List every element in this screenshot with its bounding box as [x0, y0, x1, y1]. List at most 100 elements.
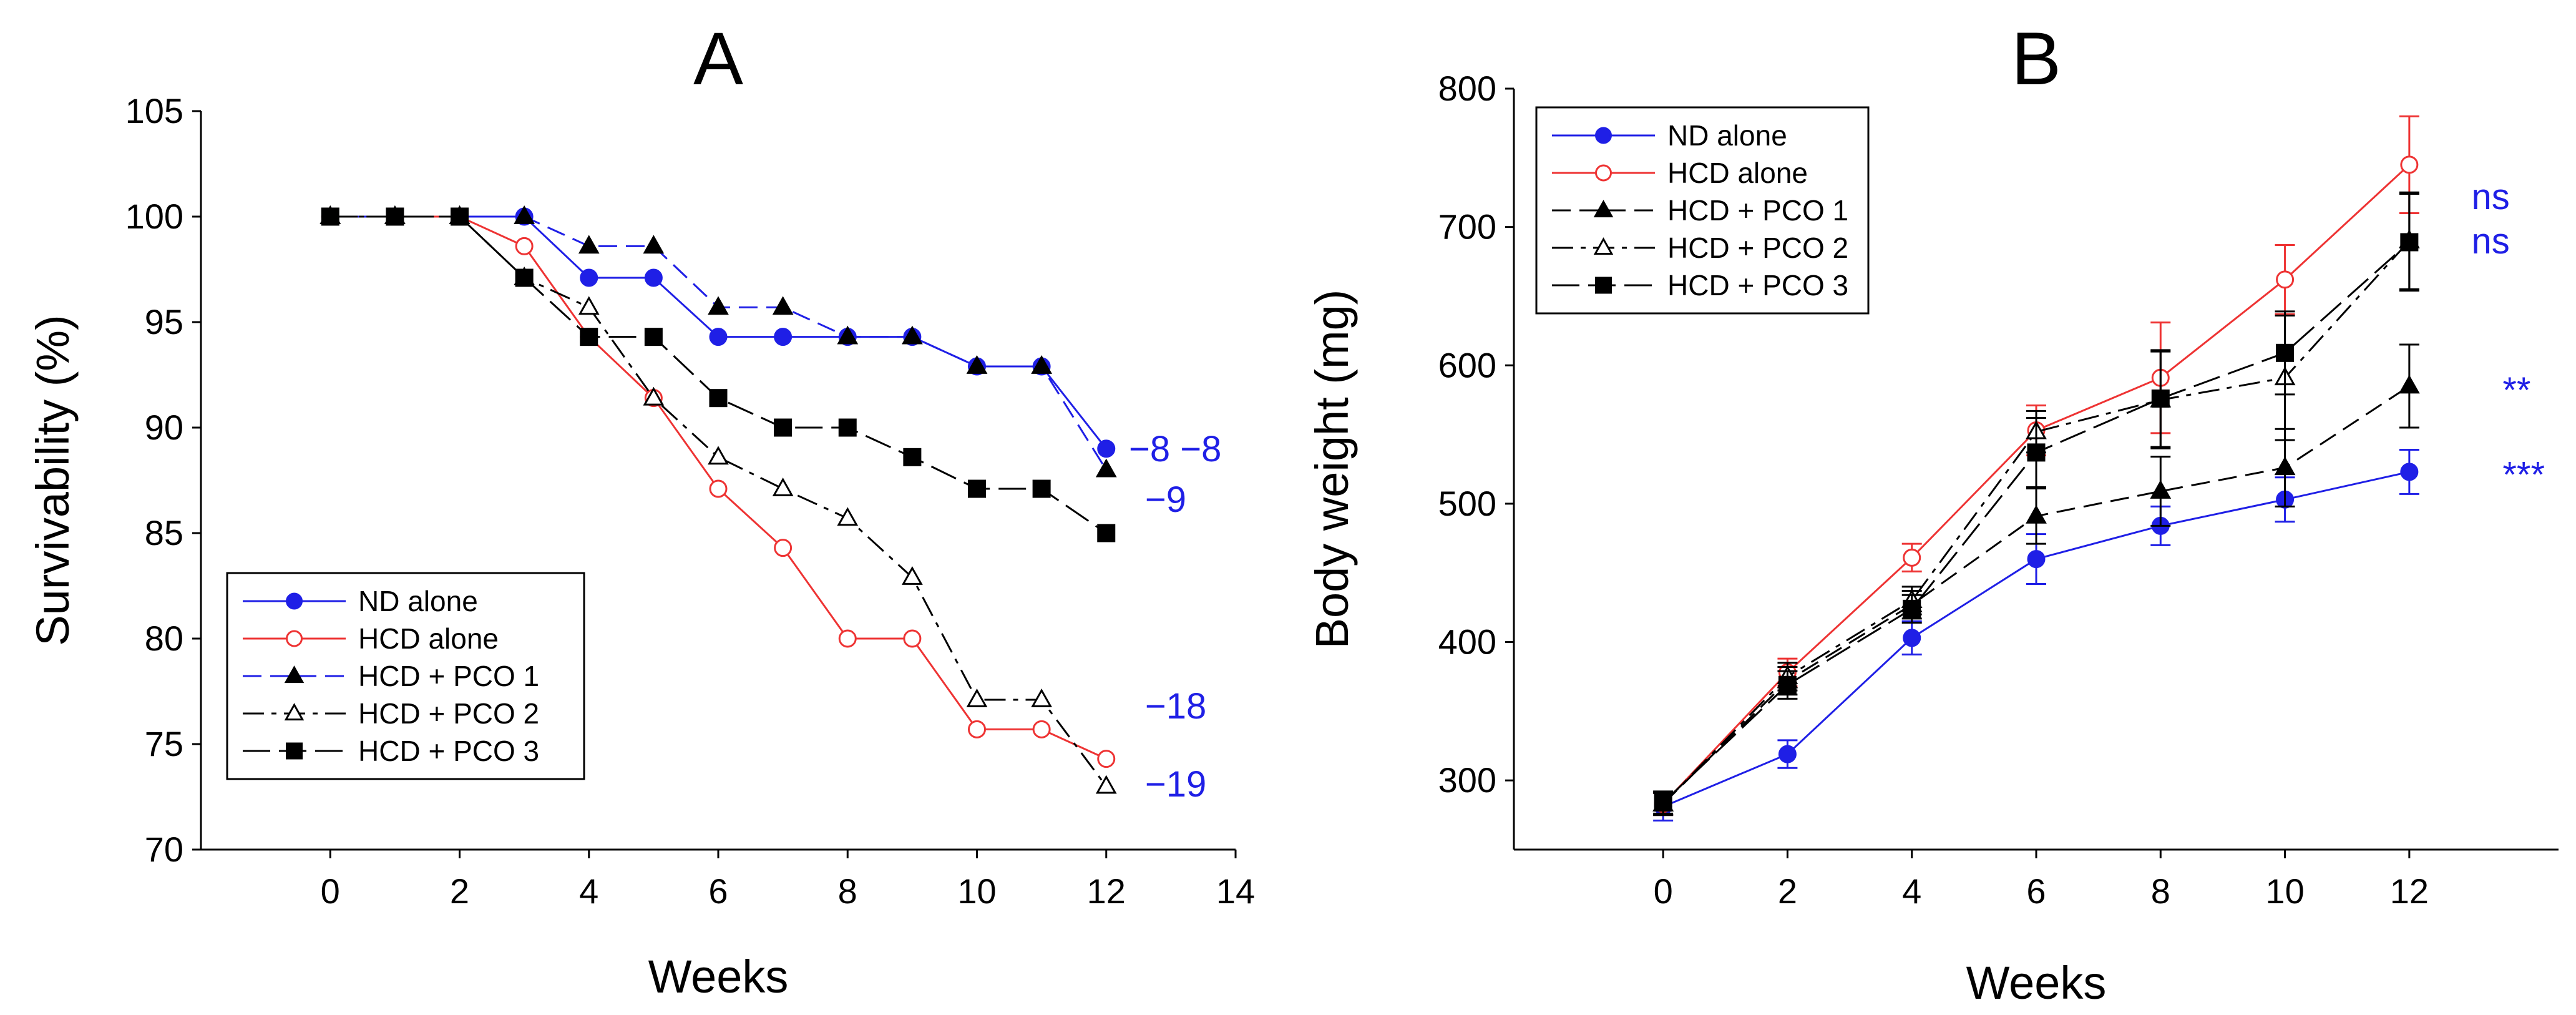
panel-b-data-point [2026, 504, 2047, 524]
panel-b-data-point [2274, 456, 2296, 476]
panel-a-x-tick-label: 4 [579, 871, 598, 911]
panel-b-y-tick-label: 500 [1438, 484, 1496, 523]
panel-a-data-point [1097, 750, 1116, 768]
panel-a-legend-marker [284, 703, 305, 721]
panel-a-data-point [578, 235, 600, 254]
panel-a-y-tick-label: 90 [145, 408, 183, 447]
panel-a-data-point [1097, 524, 1116, 542]
panel-a-data-point [451, 207, 469, 226]
panel-b-data-point [1778, 675, 1797, 694]
panel-a-annotation: −19 [1145, 764, 1206, 805]
panel-b-x-tick-label: 2 [1778, 871, 1797, 911]
panel-a-data-point [1031, 355, 1052, 374]
panel-a-data-point [321, 207, 339, 226]
panel-a-legend-label: HCD alone [358, 622, 499, 655]
panel-b-annotation: ns [2472, 221, 2510, 262]
panel-a-data-point [968, 479, 986, 498]
panel-b-data-point [2398, 375, 2420, 394]
panel-a-y-axis-title: Survivability (%) [27, 315, 79, 645]
panel-b-y-tick-label: 600 [1438, 345, 1496, 385]
panel-a-data-point [580, 328, 598, 346]
panel-b-y-tick-label: 800 [1438, 69, 1496, 108]
panel-b-x-tick-label: 6 [2026, 871, 2046, 911]
panel-a-y-tick-label: 75 [145, 724, 183, 763]
panel-a-data-point [1095, 458, 1117, 478]
panel-b-x-axis-title: Weeks [1966, 957, 2107, 1009]
panel-a-data-point [774, 539, 793, 557]
panel-a-data-point [708, 446, 729, 465]
panel-b-data-point [2276, 343, 2295, 362]
panel-a-data-point [578, 296, 600, 315]
panel-a-data-point [772, 478, 794, 496]
panel-b-data-point [2400, 463, 2419, 481]
panel-a-data-point [903, 448, 922, 466]
panel-a-data-point [514, 205, 535, 224]
panel-b-body-weight-chart: B 300 400 500 600 700 800 0 2 4 6 8 10 12 Weeks Body we… [1306, 17, 2559, 1009]
panel-a-series-nd-alone [321, 207, 1116, 458]
panel-a-data-point [1095, 775, 1117, 794]
panel-a-data-point [1031, 689, 1052, 707]
panel-b-data-point [2276, 270, 2295, 289]
panel-b-data-point [2400, 155, 2419, 174]
panel-a-x-tick-label: 10 [957, 871, 996, 911]
panel-a-legend-marker [286, 592, 303, 610]
panel-a-data-point [709, 328, 728, 346]
panel-a-data-point [515, 268, 534, 287]
panel-a-y-tick-label: 105 [125, 91, 183, 130]
panel-a-panel-title: A [693, 17, 743, 101]
panel-b-legend-label: HCD + PCO 1 [1667, 194, 1848, 227]
panel-a-data-point [903, 629, 922, 648]
panel-b-legend: ND alone HCD alone HCD + PCO 1 HCD + PCO 2 H… [1535, 106, 1870, 315]
panel-b-y-tick-label: 400 [1438, 622, 1496, 662]
panel-a-y-tick-label: 70 [145, 830, 183, 869]
panel-b-legend-marker [1595, 164, 1612, 182]
panel-b-x-tick-label: 10 [2265, 871, 2304, 911]
panel-a-data-point [515, 237, 534, 255]
panel-a-data-point [643, 386, 665, 406]
panel-a-data-point [709, 479, 728, 498]
panel-a-legend-label: HCD + PCO 1 [358, 660, 539, 692]
panel-a-data-point [902, 325, 923, 345]
panel-b-data-point [2150, 479, 2172, 499]
panel-a-data-point [966, 689, 988, 707]
panel-a-data-point [709, 389, 728, 408]
panel-a-data-point [838, 418, 857, 437]
panel-a-data-point [644, 268, 663, 287]
panel-a-x-tick-label: 2 [450, 871, 469, 911]
panel-b-legend-marker [1593, 200, 1614, 218]
panel-a-x-tick-label: 14 [1216, 871, 1255, 911]
panel-a-x-tick-label: 6 [708, 871, 728, 911]
panel-b-y-axis-title: Body weight (mg) [1306, 290, 1358, 649]
panel-b-legend-marker [1595, 277, 1612, 294]
panel-b-data-point [2027, 550, 2046, 569]
panel-a-data-point [772, 296, 794, 315]
panel-b-data-point [2027, 443, 2046, 462]
panel-a-annotation: −8 −8 [1129, 429, 1221, 469]
panel-b-y-tick-label: 700 [1438, 207, 1496, 247]
panel-a-data-point [966, 355, 988, 374]
panel-a-legend-label: ND alone [358, 585, 478, 617]
panel-b-panel-title: B [2011, 17, 2061, 101]
panel-a-annotation: −9 [1145, 479, 1186, 520]
panel-b-x-tick-label: 0 [1654, 871, 1673, 911]
panel-b-y-tick-label: 300 [1438, 760, 1496, 800]
panel-b-annotation: *** [2502, 454, 2545, 495]
panel-a-legend-marker [284, 665, 305, 684]
panel-a-x-axis-title: Weeks [648, 951, 789, 1003]
panel-a-legend-marker [286, 742, 303, 760]
panel-a-y-tick-label: 100 [125, 197, 183, 236]
panel-a-data-point [386, 207, 404, 226]
panel-a-data-point [643, 235, 665, 254]
panel-b-data-point [1778, 745, 1797, 763]
panel-a-x-tick-label: 8 [838, 871, 857, 911]
panel-a-legend-label: HCD + PCO 2 [358, 697, 539, 730]
panel-b-data-point [1903, 599, 1921, 618]
panel-b-legend-label: HCD alone [1667, 157, 1808, 189]
panel-a-data-point [1032, 479, 1051, 498]
panel-a-x-tick-label: 12 [1087, 871, 1126, 911]
panel-b-data-point [1903, 629, 1921, 647]
panel-b-x-tick-label: 8 [2151, 871, 2170, 911]
panel-a-data-point [837, 507, 859, 526]
panel-b-data-point [2400, 233, 2419, 252]
panel-b-annotation: ** [2502, 370, 2530, 411]
